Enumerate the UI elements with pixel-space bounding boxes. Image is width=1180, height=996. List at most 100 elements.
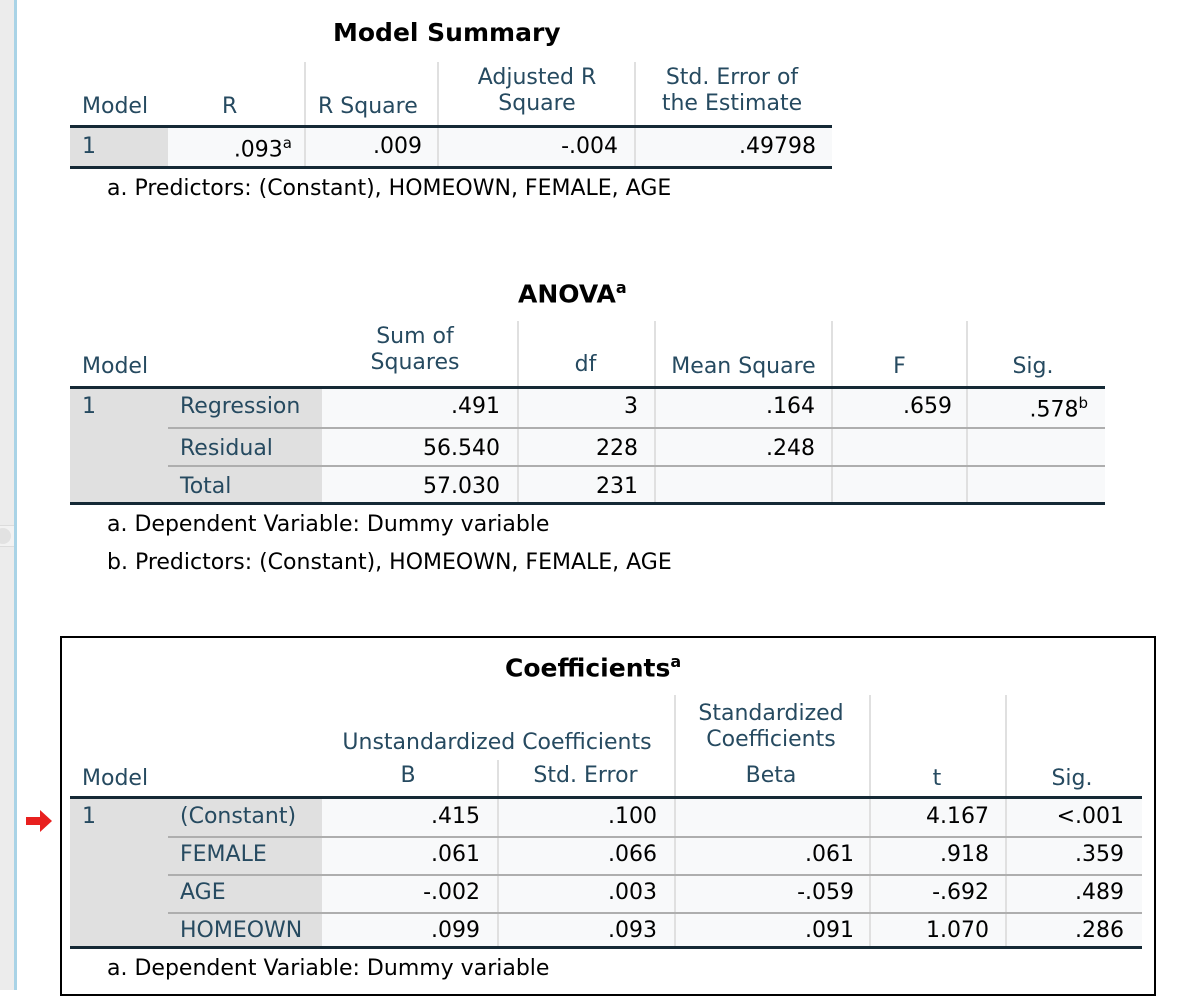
cell-f: .659: [903, 394, 952, 419]
cell-std-error: .093: [608, 918, 657, 943]
row-label: AGE: [180, 880, 226, 905]
column-divider: [304, 62, 306, 166]
header-r-square: R Square: [318, 94, 418, 119]
cell-sig: .489: [1075, 880, 1124, 905]
cell-sig: <.001: [1056, 804, 1124, 829]
column-divider: [497, 799, 499, 947]
column-divider: [437, 62, 439, 166]
cell-b: .061: [431, 842, 480, 867]
column-divider: [517, 389, 519, 502]
row-divider: [168, 427, 1105, 429]
cell-t: -.692: [932, 880, 989, 905]
header-rule: [70, 125, 832, 128]
row-label-bg: [70, 128, 168, 166]
cell-adj-r-square: -.004: [561, 134, 618, 159]
table-title: Coefficientsa: [505, 652, 682, 683]
cell-r: .093a: [233, 134, 292, 163]
cell-t: .918: [940, 842, 989, 867]
footnote-b: b. Predictors: (Constant), HOMEOWN, FEMA…: [107, 550, 672, 575]
row-label-bg: [70, 389, 322, 502]
table-title: ANOVAa: [518, 278, 627, 309]
cell-std-error: .49798: [739, 134, 816, 159]
row-divider: [168, 912, 1142, 914]
header-beta: Beta: [745, 763, 797, 788]
header-sig: Sig.: [1051, 766, 1093, 791]
cell-std-error: .100: [608, 804, 657, 829]
cell-ss: 57.030: [423, 474, 500, 499]
cell-std-error: .066: [608, 842, 657, 867]
header-std-error: Std. Error of the Estimate: [661, 65, 803, 116]
cell-model: 1: [82, 804, 96, 829]
row-data-bg: [322, 389, 1105, 502]
row-label: Residual: [180, 436, 273, 461]
column-divider: [634, 62, 636, 166]
cell-std-error: .003: [608, 880, 657, 905]
footer-rule: [70, 946, 1142, 949]
header-std-error: Std. Error: [533, 763, 638, 788]
header-r: R: [222, 94, 238, 119]
header-model: Model: [82, 94, 149, 119]
cell-r-square: .009: [373, 134, 422, 159]
header-rule: [70, 796, 1142, 799]
column-divider: [869, 799, 871, 947]
row-label-bg: [70, 799, 322, 947]
footnote-a: a. Dependent Variable: Dummy variable: [107, 512, 550, 537]
footer-rule: [70, 166, 832, 169]
header-df: df: [574, 352, 597, 377]
cell-b: .415: [431, 804, 480, 829]
output-navigator-strip: [0, 0, 17, 990]
table-title: Model Summary: [333, 18, 561, 47]
cell-b: -.002: [423, 880, 480, 905]
column-divider: [831, 389, 833, 502]
column-divider: [654, 389, 656, 502]
row-label: HOMEOWN: [180, 918, 303, 943]
header-sum-of-squares: Sum of Squares: [370, 324, 460, 375]
cell-t: 1.070: [926, 918, 989, 943]
header-f: F: [893, 354, 906, 379]
footnote-a: a. Dependent Variable: Dummy variable: [107, 956, 550, 981]
header-model: Model: [82, 766, 149, 791]
cell-sig: .359: [1075, 842, 1124, 867]
splitter-handle[interactable]: [0, 525, 14, 547]
row-divider: [168, 465, 1105, 467]
header-unstandardized: Unstandardized Coefficients: [342, 730, 652, 755]
splitter-knob-icon[interactable]: [0, 528, 11, 544]
column-divider: [304, 128, 306, 166]
column-divider: [1005, 799, 1007, 947]
cell-beta: .061: [805, 842, 854, 867]
row-label: Regression: [180, 394, 301, 419]
header-standardized: Standardized Coefficients: [698, 701, 844, 752]
row-divider: [168, 836, 1142, 838]
cell-model: 1: [82, 134, 96, 159]
header-adj-r-square: Adjusted R Square: [477, 65, 597, 116]
cell-ms: .164: [766, 394, 815, 419]
cell-t: 4.167: [926, 804, 989, 829]
cell-df: 3: [624, 394, 638, 419]
row-label: FEMALE: [180, 842, 267, 867]
footnote-a: a. Predictors: (Constant), HOMEOWN, FEMA…: [107, 176, 672, 201]
cell-ss: .491: [451, 394, 500, 419]
cell-ss: 56.540: [423, 436, 500, 461]
column-divider: [634, 128, 636, 166]
header-b: B: [400, 763, 416, 788]
header-t: t: [932, 766, 942, 791]
cell-beta: -.059: [797, 880, 854, 905]
cell-b: .099: [431, 918, 480, 943]
header-rule: [70, 386, 1105, 389]
cell-df: 231: [596, 474, 638, 499]
header-model: Model: [82, 354, 149, 379]
header-mean-square: Mean Square: [671, 354, 816, 379]
cell-sig: .286: [1075, 918, 1124, 943]
row-divider: [168, 874, 1142, 876]
row-label: (Constant): [180, 804, 297, 829]
cell-model: 1: [82, 394, 96, 419]
cell-df: 228: [596, 436, 638, 461]
row-label: Total: [180, 474, 232, 499]
column-divider: [674, 799, 676, 947]
column-divider: [966, 389, 968, 502]
footer-rule: [70, 502, 1105, 505]
cell-ms: .248: [766, 436, 815, 461]
selection-arrow-icon: [26, 810, 52, 832]
cell-beta: .091: [805, 918, 854, 943]
column-divider: [437, 128, 439, 166]
